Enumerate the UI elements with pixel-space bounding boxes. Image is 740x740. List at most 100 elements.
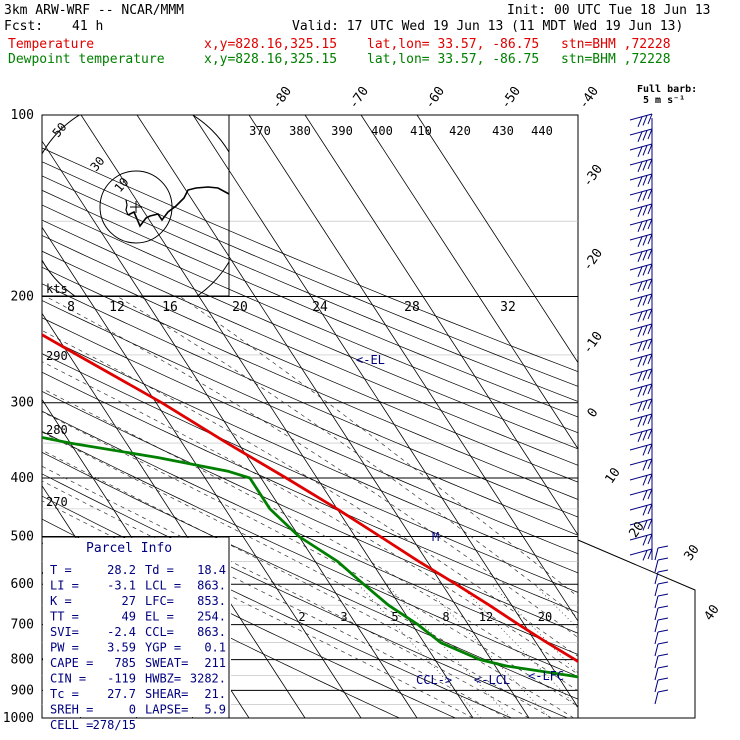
- hodo-speed-label: 20: [232, 300, 248, 315]
- moist-adiabat: [42, 431, 574, 718]
- wind-barb: [654, 629, 669, 645]
- mixing-ratio-line: [386, 583, 511, 718]
- parcel-value: 254.: [197, 610, 226, 624]
- dry-adiabat: [42, 283, 578, 518]
- parcel-value: 27: [122, 594, 136, 608]
- wind-barb: [629, 128, 653, 142]
- moist-adiabat: [45, 296, 578, 638]
- parcel-value: 21.: [204, 687, 226, 701]
- barb-staff: [629, 458, 653, 466]
- parcel-key: CCL=: [145, 625, 174, 639]
- barb-flag: [642, 400, 648, 411]
- isobar-label-100: 100: [11, 108, 34, 123]
- barb-flag: [647, 128, 653, 140]
- parcel-value: 28.2: [107, 563, 136, 577]
- dry-adiabat: [42, 175, 578, 402]
- hodo-ring: [0, 27, 316, 387]
- isotherm: [42, 312, 306, 718]
- wind-barb: [654, 641, 669, 657]
- hodo-rings: [0, 27, 316, 387]
- barb-flag: [642, 355, 648, 366]
- barb-flag: [657, 653, 669, 657]
- barb-staff: [629, 428, 653, 436]
- dry-adiabat: [42, 189, 578, 418]
- theta-label: 440: [531, 124, 553, 138]
- hodo-speed-label: 12: [109, 300, 125, 315]
- barb-flag: [647, 158, 653, 170]
- parcel-key: CIN =: [50, 672, 86, 686]
- wind-barb: [629, 188, 653, 202]
- barb-panel-edge: [577, 539, 696, 719]
- barb-flag: [642, 550, 648, 561]
- barb-staff: [629, 248, 653, 256]
- barb-staff: [629, 398, 653, 406]
- barb-staff: [629, 503, 653, 511]
- parcel-value: -119: [107, 672, 136, 686]
- dry-adiabat: [42, 219, 578, 450]
- barb-flag: [642, 490, 648, 501]
- barb-staff: [629, 233, 653, 241]
- wind-barbs: [629, 113, 669, 705]
- parcel-key: PW =: [50, 641, 79, 655]
- dry-adiabat: [42, 300, 578, 536]
- barb-flag: [647, 368, 653, 380]
- barb-staff: [629, 368, 653, 376]
- legend-temp-xy: x,y=828.16,325.15: [204, 37, 338, 52]
- parcel-value: 278/15: [93, 718, 136, 732]
- barb-flag: [647, 233, 653, 245]
- wind-barb: [629, 248, 653, 262]
- hodo-ring: [99, 170, 173, 244]
- barb-flag: [637, 146, 643, 157]
- barb-flag: [657, 569, 669, 573]
- wind-barb: [629, 203, 653, 217]
- barb-flag: [647, 458, 653, 470]
- barb-flag: [637, 266, 643, 277]
- isotherm: [192, 115, 578, 708]
- m-label: M: [432, 530, 439, 544]
- parcel-title: Parcel Info: [86, 541, 172, 556]
- barb-staff: [629, 323, 653, 331]
- barb-flag: [642, 130, 648, 141]
- legend-temperature: Temperature: [8, 37, 95, 52]
- barb-flag: [637, 131, 643, 142]
- barb-flag: [642, 160, 648, 171]
- mixing-ratio-label: 8: [442, 610, 449, 624]
- dry-adiabat: [42, 204, 578, 434]
- barb-flag: [642, 145, 648, 156]
- wind-barb: [654, 653, 669, 669]
- isotherm-label: 30: [681, 542, 702, 563]
- barb-staff: [629, 173, 653, 181]
- isotherm-label: -40: [576, 84, 602, 112]
- barb-flag: [642, 205, 648, 216]
- mixing-ratio-label: 12: [479, 610, 493, 624]
- barb-staff: [654, 619, 659, 633]
- barb-flag: [637, 371, 643, 382]
- wind-barb: [629, 293, 653, 307]
- barb-flag: [657, 641, 669, 645]
- barb-flag: [642, 325, 648, 336]
- barb-flag: [642, 265, 648, 276]
- parcel-key: K =: [50, 594, 72, 608]
- parcel-key: Td =: [145, 563, 174, 577]
- legend-dew-stn: stn=BHM ,72228: [561, 52, 671, 67]
- barb-legend-title: Full barb:: [637, 84, 698, 95]
- barb-flag: [642, 235, 648, 246]
- wind-barb: [629, 473, 653, 486]
- parcel-value: 863.: [197, 625, 226, 639]
- barb-flag: [647, 503, 653, 515]
- barb-staff: [629, 188, 653, 196]
- wind-barb: [629, 503, 653, 516]
- isotherm: [248, 115, 578, 622]
- barb-flag: [642, 310, 648, 321]
- theta-label: 380: [289, 124, 311, 138]
- hodo-ring-label: 50: [50, 120, 70, 140]
- barb-staff: [654, 607, 659, 621]
- parcel-key: CELL =: [50, 718, 93, 732]
- parcel-value: 49: [122, 610, 136, 624]
- barb-staff: [654, 559, 659, 573]
- legend-temp-stn: stn=BHM ,72228: [561, 37, 671, 52]
- isotherm-label: -80: [269, 84, 295, 112]
- wind-barb: [654, 677, 669, 693]
